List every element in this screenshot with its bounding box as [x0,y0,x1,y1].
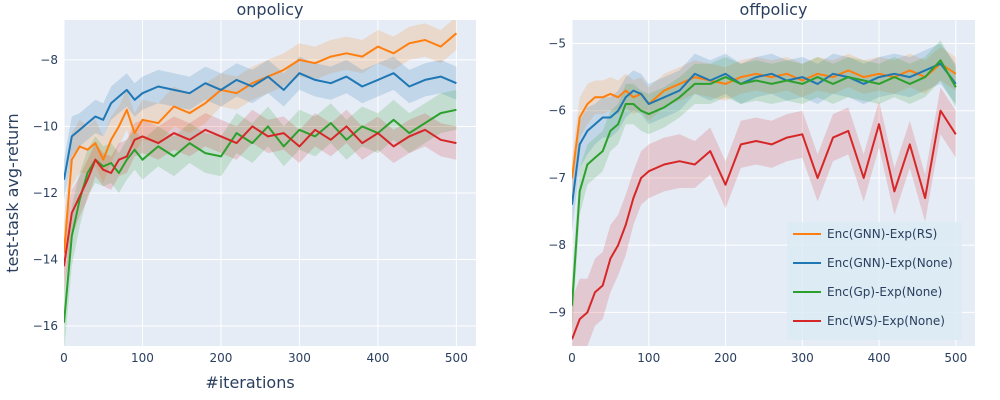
series-band [572,87,956,346]
x-tick-label: 0 [60,351,68,365]
legend: Enc(GNN)-Exp(RS) Enc(GNN)-Exp(None) Enc(Gp… [787,222,962,340]
series-line [572,62,957,205]
legend-entry: Enc(GNN)-Exp(RS) [827,227,937,241]
x-tick-label: 200 [714,351,737,365]
x-tick-label: 100 [131,351,154,365]
plot-background [64,20,476,346]
y-tick-label: −7 [548,171,566,185]
onpolicy-panel: 0 100 200 300 400 500 −16 −14 −12 −10 −8 onpolicy #i… [3,0,476,392]
chart-title: offpolicy [740,0,808,19]
y-tick-label: −6 [548,104,566,118]
x-tick-label: 300 [288,351,311,365]
series-line [64,125,457,267]
series-band [572,43,956,232]
x-tick-label: 400 [366,351,389,365]
y-tick-label: −12 [33,186,58,200]
y-axis-title: test-task avg-return [3,113,22,272]
series-line [572,59,957,306]
y-tick-label: −14 [33,253,58,267]
y-tick-label: −16 [33,319,58,333]
legend-entry: Enc(GNN)-Exp(None) [827,256,953,270]
series-line [572,62,957,179]
x-tick-label: 200 [209,351,232,365]
y-tick-label: −8 [548,238,566,252]
y-tick-label: −9 [548,305,566,319]
series-band [64,56,457,200]
x-tick-label: 100 [637,351,660,365]
y-tick-label: −8 [40,53,58,67]
legend-entry: Enc(Gp)-Exp(None) [827,285,942,299]
y-tick-label: −10 [33,119,58,133]
series-line [64,72,457,180]
chart-title: onpolicy [236,0,303,19]
x-tick-label: 500 [944,351,967,365]
x-tick-label: 0 [568,351,576,365]
series-band [64,20,457,283]
offpolicy-panel: 0 100 200 300 400 500 −9 −8 −7 −6 −5 offpolicy Enc(G… [548,0,975,365]
series-line [572,109,957,340]
series-band [64,89,457,346]
series-band [64,109,457,293]
x-tick-label: 300 [791,351,814,365]
x-tick-label: 500 [445,351,468,365]
x-tick-label: 400 [868,351,891,365]
legend-entry: Enc(WS)-Exp(None) [827,314,945,328]
x-axis-title: #iterations [205,373,294,392]
series-band [572,40,956,333]
series-band [572,46,956,199]
y-tick-label: −5 [548,37,566,51]
